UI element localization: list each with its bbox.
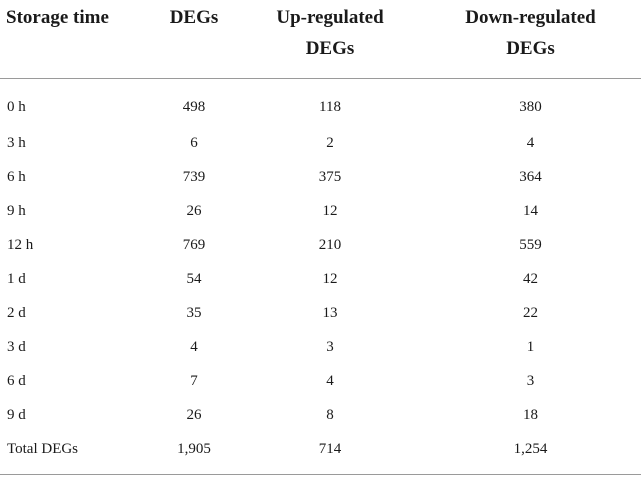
table-row: Total DEGs 1,905 714 1,254 bbox=[0, 432, 641, 475]
cell-storage-time: 3 h bbox=[7, 134, 26, 151]
cell-down-regulated: 4 bbox=[526, 134, 535, 151]
table-row: 9 d 26 8 18 bbox=[0, 398, 641, 432]
cell-degs: 26 bbox=[186, 202, 202, 219]
cell-storage-time: 3 d bbox=[7, 338, 26, 355]
header-up-regulated: Up-regulated DEGs bbox=[240, 0, 420, 79]
header-storage-time-line1: Storage time bbox=[6, 7, 109, 28]
header-row: Storage time DEGs Up-regulated DEGs Down… bbox=[0, 0, 641, 79]
cell-up-regulated: 210 bbox=[318, 236, 342, 253]
cell-degs: 769 bbox=[182, 236, 206, 253]
cell-down-regulated: 18 bbox=[523, 406, 538, 423]
cell-up-regulated: 12 bbox=[322, 270, 338, 287]
cell-degs: 4 bbox=[190, 338, 198, 355]
cell-degs: 54 bbox=[186, 270, 202, 287]
cell-down-regulated: 364 bbox=[519, 168, 542, 185]
table-row: 3 h 6 2 4 bbox=[0, 126, 641, 160]
cell-degs: 26 bbox=[186, 406, 202, 423]
cell-up-regulated: 118 bbox=[319, 99, 341, 115]
header-storage-time: Storage time bbox=[0, 0, 148, 79]
cell-up-regulated: 8 bbox=[326, 406, 334, 423]
cell-up-regulated: 3 bbox=[326, 338, 334, 355]
table-row: 12 h 769 210 559 bbox=[0, 228, 641, 262]
header-down-regulated-line1: Down-regulated bbox=[465, 7, 596, 28]
header-up-regulated-line1: Up-regulated bbox=[276, 7, 384, 28]
cell-down-regulated: 380 bbox=[519, 99, 542, 115]
table-row: 6 d 7 4 3 bbox=[0, 364, 641, 398]
table-row: 6 h 739 375 364 bbox=[0, 160, 641, 194]
cell-storage-time: 12 h bbox=[7, 236, 34, 253]
header-down-regulated-line2: DEGs bbox=[506, 38, 555, 59]
cell-up-regulated: 375 bbox=[318, 168, 342, 185]
cell-down-regulated: 3 bbox=[526, 372, 535, 389]
table-row: 3 d 4 3 1 bbox=[0, 330, 641, 364]
cell-down-regulated: 14 bbox=[523, 202, 538, 219]
cell-down-regulated: 42 bbox=[523, 270, 538, 287]
cell-degs: 6 bbox=[190, 134, 198, 151]
cell-storage-time: 1 d bbox=[7, 270, 26, 287]
cell-degs: 1,905 bbox=[148, 432, 240, 475]
cell-degs: 739 bbox=[182, 168, 206, 185]
cell-down-regulated: 22 bbox=[523, 304, 538, 321]
cell-storage-time: 9 h bbox=[7, 202, 26, 219]
cell-down-regulated: 559 bbox=[519, 236, 542, 253]
cell-degs: 7 bbox=[190, 372, 198, 389]
header-degs-line1: DEGs bbox=[169, 7, 219, 28]
table-row: 1 d 54 12 42 bbox=[0, 262, 641, 296]
cell-up-regulated: 2 bbox=[326, 134, 334, 151]
header-up-regulated-line2: DEGs bbox=[305, 38, 355, 59]
cell-storage-time: 6 d bbox=[7, 372, 26, 389]
cell-storage-time: Total DEGs bbox=[0, 432, 148, 475]
cell-storage-time: 6 h bbox=[7, 168, 26, 185]
cell-down-regulated: 1 bbox=[526, 338, 535, 355]
cell-storage-time: 9 d bbox=[7, 406, 26, 423]
header-degs: DEGs bbox=[148, 0, 240, 79]
cell-storage-time: 2 d bbox=[7, 304, 26, 321]
cell-storage-time: 0 h bbox=[7, 99, 26, 115]
table-row: 9 h 26 12 14 bbox=[0, 194, 641, 228]
header-down-regulated: Down-regulated DEGs bbox=[420, 0, 641, 79]
cell-degs: 35 bbox=[186, 304, 202, 321]
cell-up-regulated: 13 bbox=[322, 304, 338, 321]
table-row: 0 h 498 118 380 bbox=[0, 79, 641, 127]
table-header: Storage time DEGs Up-regulated DEGs Down… bbox=[0, 0, 641, 79]
deg-table: Storage time DEGs Up-regulated DEGs Down… bbox=[0, 0, 641, 475]
cell-up-regulated: 714 bbox=[240, 432, 420, 475]
cell-up-regulated: 4 bbox=[326, 372, 334, 389]
cell-up-regulated: 12 bbox=[322, 202, 338, 219]
table-row: 2 d 35 13 22 bbox=[0, 296, 641, 330]
cell-degs: 498 bbox=[182, 99, 206, 115]
cell-down-regulated: 1,254 bbox=[420, 432, 641, 475]
